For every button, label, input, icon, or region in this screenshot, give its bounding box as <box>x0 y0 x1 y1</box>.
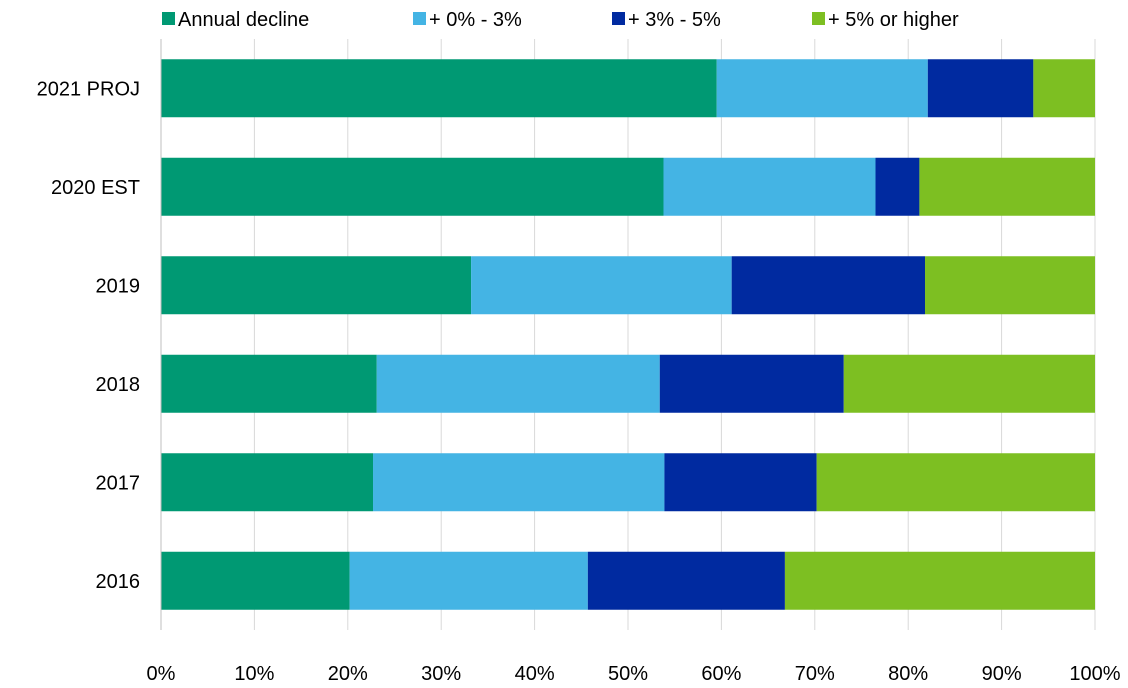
x-tick-label: 60% <box>701 663 741 685</box>
bar-2016-3-5 <box>587 551 785 610</box>
bar-2019-annual-decline <box>161 256 472 315</box>
legend-label-3-5: + 3% - 5% <box>628 9 721 31</box>
legend-swatch-5-or-higher <box>812 12 825 25</box>
bar-2021-proj-5-or-higher <box>1033 59 1095 118</box>
y-tick-label: 2017 <box>96 472 141 494</box>
bar-2016-0-3 <box>349 551 588 610</box>
y-tick-label: 2019 <box>96 275 141 297</box>
gridlines <box>253 39 1096 630</box>
x-tick-label: 70% <box>795 663 835 685</box>
bar-2020-est-annual-decline <box>161 157 664 216</box>
x-tick-label: 40% <box>515 663 555 685</box>
bar-2017-0-3 <box>373 453 665 512</box>
y-tick-label: 2018 <box>96 374 141 396</box>
x-tick-label: 10% <box>234 663 274 685</box>
x-tick-label: 0% <box>147 663 176 685</box>
bar-2017-5-or-higher <box>816 453 1095 512</box>
x-tick-label: 30% <box>421 663 461 685</box>
bar-2019-3-5 <box>731 256 926 315</box>
bar-2020-est-3-5 <box>875 157 920 216</box>
x-tick-labels: 0% 10% 20% 30% 40% 50% 60% 70% 80% 90% 100% <box>147 663 1121 685</box>
bars <box>161 59 1095 610</box>
bar-2018-5-or-higher <box>843 354 1095 413</box>
bar-2019-5-or-higher <box>925 256 1095 315</box>
bar-2021-proj-0-3 <box>716 59 928 118</box>
legend-label-5-or-higher: + 5% or higher <box>828 9 959 31</box>
bar-2017-3-5 <box>664 453 817 512</box>
legend-label-annual-decline: Annual decline <box>178 9 309 31</box>
legend: Annual decline + 0% - 3% + 3% - 5% + 5% or … <box>162 9 959 31</box>
bar-2017-annual-decline <box>161 453 374 512</box>
bar-2019-0-3 <box>471 256 732 315</box>
legend-swatch-0-3 <box>413 12 426 25</box>
x-tick-label: 100% <box>1069 663 1120 685</box>
bar-2018-3-5 <box>659 354 844 413</box>
x-tick-label: 90% <box>982 663 1022 685</box>
legend-label-0-3: + 0% - 3% <box>429 9 522 31</box>
y-tick-labels: 2021 PROJ 2020 EST 2019 2018 2017 2016 <box>37 78 140 593</box>
y-tick-label: 2020 EST <box>51 177 140 199</box>
x-tick-label: 50% <box>608 663 648 685</box>
x-tick-label: 20% <box>328 663 368 685</box>
y-tick-label: 2016 <box>96 571 141 593</box>
bar-2021-proj-annual-decline <box>161 59 717 118</box>
bar-2018-0-3 <box>376 354 660 413</box>
bar-2016-5-or-higher <box>784 551 1095 610</box>
bar-2020-est-5-or-higher <box>919 157 1095 216</box>
bar-2021-proj-3-5 <box>927 59 1034 118</box>
y-tick-label: 2021 PROJ <box>37 78 140 100</box>
bar-2020-est-0-3 <box>663 157 876 216</box>
bar-2018-annual-decline <box>161 354 377 413</box>
x-tick-label: 80% <box>888 663 928 685</box>
legend-swatch-annual-decline <box>162 12 175 25</box>
legend-swatch-3-5 <box>612 12 625 25</box>
bar-2016-annual-decline <box>161 551 350 610</box>
